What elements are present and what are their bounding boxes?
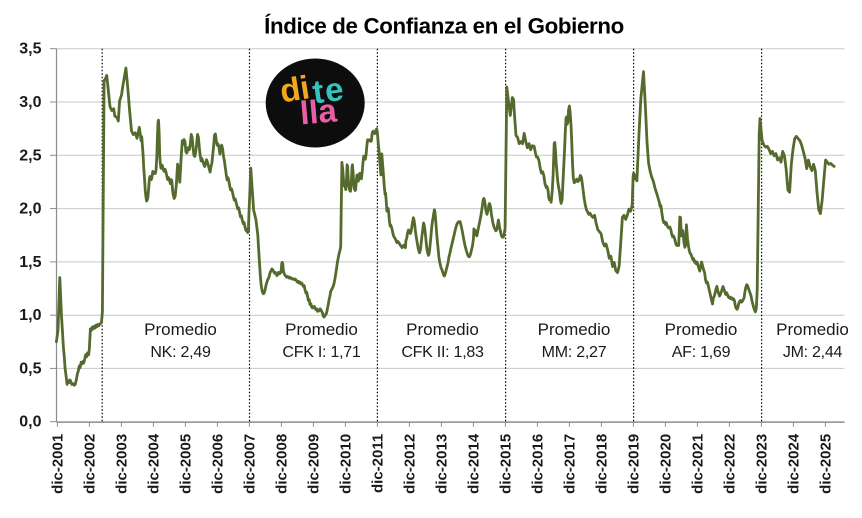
svg-text:dic-2002: dic-2002 [82, 434, 99, 494]
svg-text:0,5: 0,5 [19, 360, 41, 377]
svg-text:NK: 2,49: NK: 2,49 [150, 344, 211, 361]
svg-text:CFK I: 1,71: CFK I: 1,71 [282, 344, 361, 361]
svg-text:Promedio: Promedio [776, 320, 849, 339]
svg-text:Índice de Confianza en el Gobi: Índice de Confianza en el Gobierno [264, 14, 624, 39]
svg-text:dic-2015: dic-2015 [498, 434, 515, 494]
svg-text:2,5: 2,5 [19, 147, 41, 164]
svg-text:dic-2009: dic-2009 [306, 434, 323, 494]
svg-text:dic-2007: dic-2007 [242, 434, 259, 494]
svg-text:dic-2020: dic-2020 [658, 434, 675, 494]
svg-text:Promedio: Promedio [538, 320, 611, 339]
svg-text:dic-2021: dic-2021 [690, 434, 707, 494]
svg-text:dic-2004: dic-2004 [146, 433, 163, 494]
svg-text:dic-2003: dic-2003 [114, 434, 131, 494]
svg-text:lla: lla [298, 91, 338, 131]
svg-text:3,5: 3,5 [19, 41, 41, 58]
svg-text:di: di [277, 68, 312, 109]
svg-text:1,5: 1,5 [19, 254, 41, 271]
svg-text:dic-2012: dic-2012 [402, 434, 419, 494]
svg-text:dic-2001: dic-2001 [50, 434, 67, 494]
svg-text:dic-2014: dic-2014 [466, 433, 483, 494]
svg-text:dic-2010: dic-2010 [338, 434, 355, 494]
svg-text:dic-2013: dic-2013 [434, 434, 451, 494]
svg-text:dic-2011: dic-2011 [370, 434, 387, 493]
svg-text:Promedio: Promedio [144, 320, 217, 339]
svg-text:MM: 2,27: MM: 2,27 [542, 344, 607, 361]
svg-text:dic-2006: dic-2006 [210, 434, 227, 494]
svg-text:AF: 1,69: AF: 1,69 [672, 344, 731, 361]
svg-text:dic-2017: dic-2017 [562, 434, 579, 494]
svg-text:Promedio: Promedio [406, 320, 479, 339]
svg-text:CFK II: 1,83: CFK II: 1,83 [401, 344, 484, 361]
svg-text:JM: 2,44: JM: 2,44 [783, 344, 843, 361]
svg-text:dic-2018: dic-2018 [594, 434, 611, 494]
svg-text:dic-2024: dic-2024 [786, 433, 803, 494]
svg-text:dic-2008: dic-2008 [274, 434, 291, 494]
svg-text:dic-2022: dic-2022 [722, 434, 739, 494]
svg-text:Promedio: Promedio [665, 320, 738, 339]
svg-text:dic-2023: dic-2023 [754, 434, 771, 494]
svg-text:1,0: 1,0 [19, 307, 41, 324]
svg-text:3,0: 3,0 [19, 94, 41, 111]
svg-text:dic-2025: dic-2025 [818, 434, 835, 494]
svg-text:te: te [310, 70, 347, 111]
svg-text:dic-2005: dic-2005 [178, 434, 195, 494]
svg-text:0,0: 0,0 [19, 414, 41, 431]
svg-text:Promedio: Promedio [285, 320, 358, 339]
svg-text:dic-2016: dic-2016 [530, 434, 547, 494]
svg-text:dic-2019: dic-2019 [626, 434, 643, 494]
svg-text:2,0: 2,0 [19, 201, 41, 218]
